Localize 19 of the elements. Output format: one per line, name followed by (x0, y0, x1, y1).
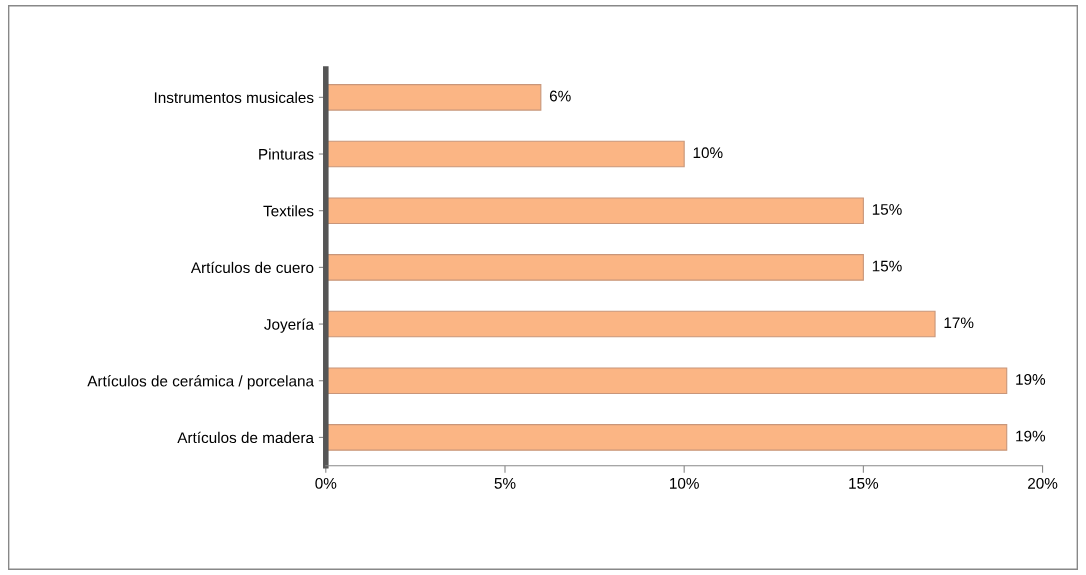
x-tick-label: 20% (1028, 477, 1058, 489)
y-tick-label: Joyería (264, 318, 314, 333)
data-label: 15% (872, 260, 902, 272)
y-tick-label: Pinturas (259, 148, 314, 160)
x-tick-label: 0% (315, 477, 337, 489)
data-label: 19% (1016, 430, 1046, 442)
y-tick-label: Artículos de cuero (190, 261, 314, 274)
data-label: 6% (549, 90, 571, 102)
data-label: 10% (693, 147, 723, 159)
data-label: 15% (872, 204, 902, 215)
x-tick-label: 10% (670, 477, 699, 489)
data-label: 19% (1016, 374, 1046, 385)
x-tick-label: 15% (849, 478, 879, 489)
y-tick-label: Artículos de madera (177, 431, 314, 444)
x-tick-label: 5% (494, 478, 516, 489)
data-label: 17% (944, 317, 974, 329)
y-tick-label: Instrumentos musicales (154, 91, 314, 104)
y-tick-label: Artículos de cerámica / porcelana (87, 375, 315, 390)
y-tick-label: Textiles (263, 205, 314, 217)
